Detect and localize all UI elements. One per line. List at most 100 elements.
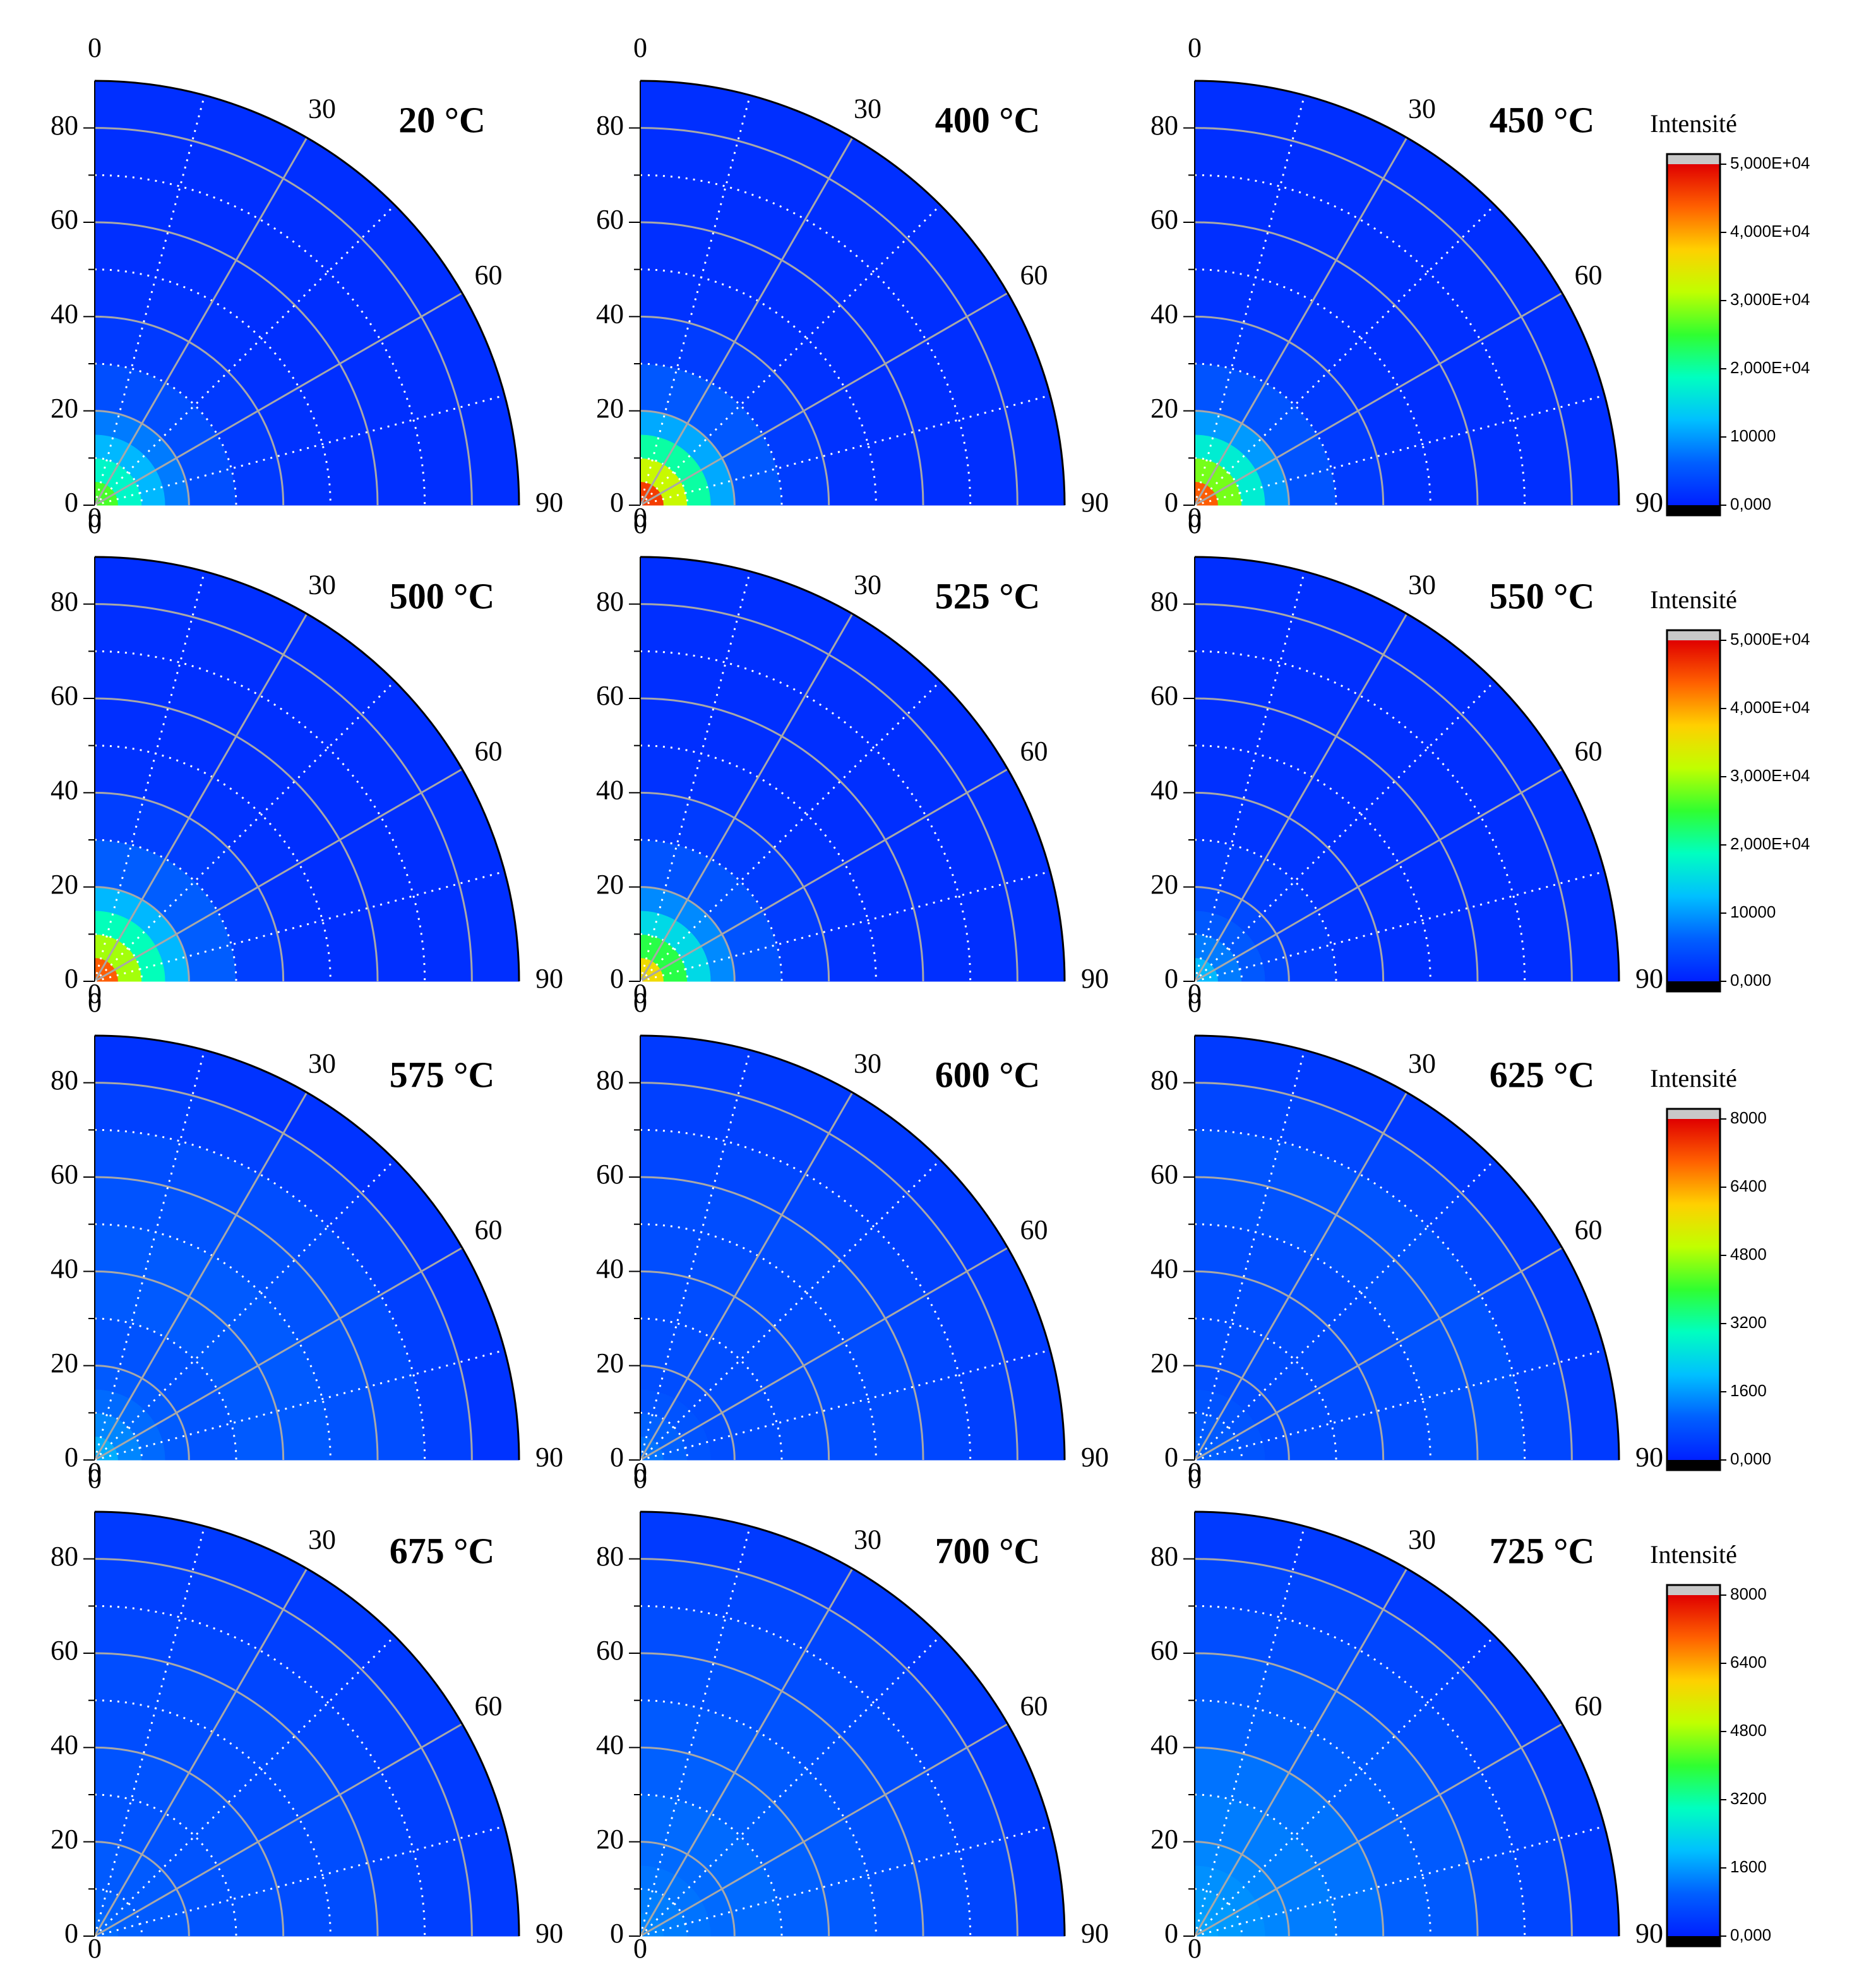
minor-grid-arc: [1194, 457, 1243, 506]
r-tick-label: 80: [596, 110, 624, 141]
radial-grid-line: [94, 768, 463, 983]
minor-grid-arc: [640, 174, 972, 506]
r-tick-label: 0: [64, 963, 78, 994]
grid-arc: [640, 791, 830, 982]
panel-title: 675 °C: [390, 1530, 495, 1571]
minor-grid-arc: [1194, 839, 1337, 982]
origin-label: 0: [633, 502, 647, 533]
r-tick-label: 40: [51, 774, 78, 805]
polar-plot: 0 20 40 60 80 0 30 60 90 0 675 °C: [51, 1463, 563, 1962]
r-tick-label: 20: [51, 869, 78, 900]
colorbar-tick-label: 6400: [1730, 1653, 1767, 1672]
r-tick-label: 40: [51, 1253, 78, 1284]
colorbar-tick-label: 5,000E+04: [1730, 153, 1810, 172]
theta-tick-label: 60: [475, 260, 503, 290]
grid-arc: [640, 315, 830, 506]
origin-label: 0: [633, 978, 647, 1009]
radial-grid-line: [1193, 1568, 1408, 1937]
r-tick-label: 40: [51, 298, 78, 329]
minor-grid-arc: [1194, 174, 1526, 506]
polar-plot: 0 20 40 60 80 0 30 60 90 0 525 °C: [596, 508, 1109, 1009]
colorbar: Intensité 0,000 1600 3200 4800 6400 8000: [1650, 1540, 1771, 1947]
r-tick-label: 80: [51, 586, 78, 617]
minor-radial-line: [93, 1635, 396, 1937]
minor-radial-line: [94, 394, 505, 506]
theta-tick-label: 30: [1408, 1048, 1436, 1079]
minor-radial-line: [639, 680, 941, 983]
colorbar-tick-label: 10000: [1730, 426, 1776, 445]
minor-radial-line: [94, 1349, 505, 1461]
colorbar-frame: [1666, 629, 1721, 993]
radial-grid-line: [1194, 292, 1563, 506]
r-tick-label: 20: [596, 393, 624, 424]
origin-label: 0: [1188, 1933, 1202, 1962]
colorbar-title: Intensité: [1650, 1064, 1737, 1092]
r-tick-label: 60: [51, 1635, 78, 1666]
minor-radial-line: [1193, 680, 1496, 983]
minor-grid-arc: [640, 362, 783, 506]
colorbar-cap-high: [1667, 630, 1720, 640]
theta-tick-label: 60: [475, 1214, 503, 1245]
panel-title: 500 °C: [390, 575, 495, 616]
radial-grid-line: [1194, 1247, 1563, 1461]
r-tick-label: 80: [596, 586, 624, 617]
r-tick-label: 0: [64, 1442, 78, 1473]
colorbar-tick-label: 0,000: [1730, 1925, 1771, 1944]
minor-grid-arc: [94, 1793, 237, 1937]
r-tick-label: 20: [51, 1824, 78, 1855]
minor-grid-arc: [94, 933, 143, 982]
colorbar-tick-label: 0,000: [1730, 1449, 1771, 1468]
r-tick-label: 0: [64, 487, 78, 518]
theta-tick-label: 0: [1188, 508, 1202, 539]
minor-radial-line: [640, 1825, 1051, 1937]
minor-radial-line: [639, 1635, 941, 1937]
theta-tick-label: 90: [1635, 1442, 1663, 1473]
grid-arc: [640, 1652, 924, 1937]
grid-arc: [640, 410, 736, 506]
colorbar: Intensité 0,000 10000 2,000E+04 3,000E+04 4,0…: [1650, 109, 1810, 517]
radial-grid-line: [1193, 137, 1408, 506]
minor-radial-line: [640, 870, 1051, 983]
theta-tick-label: 0: [1188, 32, 1202, 63]
r-tick-label: 60: [1150, 1635, 1178, 1666]
colorbar-frame: [1666, 1584, 1721, 1947]
minor-radial-line: [93, 95, 206, 506]
grid-arc: [94, 221, 379, 506]
radial-grid-line: [640, 292, 1008, 506]
grid-arc: [94, 791, 285, 982]
panel-title: 525 °C: [935, 575, 1041, 616]
minor-grid-arc: [640, 1887, 689, 1937]
theta-tick-label: 60: [1020, 1214, 1048, 1245]
minor-grid-arc: [640, 1793, 783, 1937]
origin-label: 0: [88, 1933, 102, 1962]
theta-tick-label: 60: [1020, 260, 1048, 290]
r-tick-label: 0: [64, 1918, 78, 1949]
origin-label: 0: [1188, 502, 1202, 533]
theta-tick-label: 0: [88, 987, 102, 1018]
r-tick-label: 20: [596, 1348, 624, 1379]
r-tick-label: 60: [1150, 204, 1178, 235]
colorbar-tick-label: 2,000E+04: [1730, 834, 1810, 853]
colorbar-tick-label: 8000: [1730, 1108, 1767, 1127]
grid-arc: [94, 410, 190, 506]
minor-grid-arc: [94, 1128, 426, 1461]
grid-arc: [94, 603, 473, 982]
theta-tick-label: 0: [633, 987, 647, 1018]
colorbar-tick-label: 10000: [1730, 902, 1776, 921]
r-tick-label: 0: [610, 1918, 624, 1949]
theta-tick-label: 60: [1575, 736, 1603, 767]
origin-label: 0: [1188, 978, 1202, 1009]
minor-radial-line: [1193, 1635, 1496, 1937]
grid-arc: [1194, 1558, 1573, 1937]
radial-grid-line: [1194, 768, 1563, 983]
theta-tick-label: 30: [854, 93, 881, 124]
minor-grid-arc: [94, 457, 143, 506]
panel-title: 400 °C: [935, 99, 1041, 140]
radial-grid-line: [1193, 1092, 1408, 1461]
colorbar-title: Intensité: [1650, 1540, 1737, 1569]
minor-radial-line: [640, 394, 1051, 506]
colorbar-tick-label: 0,000: [1730, 971, 1771, 990]
theta-tick-label: 90: [1635, 1918, 1663, 1949]
minor-grid-arc: [1194, 1128, 1526, 1461]
